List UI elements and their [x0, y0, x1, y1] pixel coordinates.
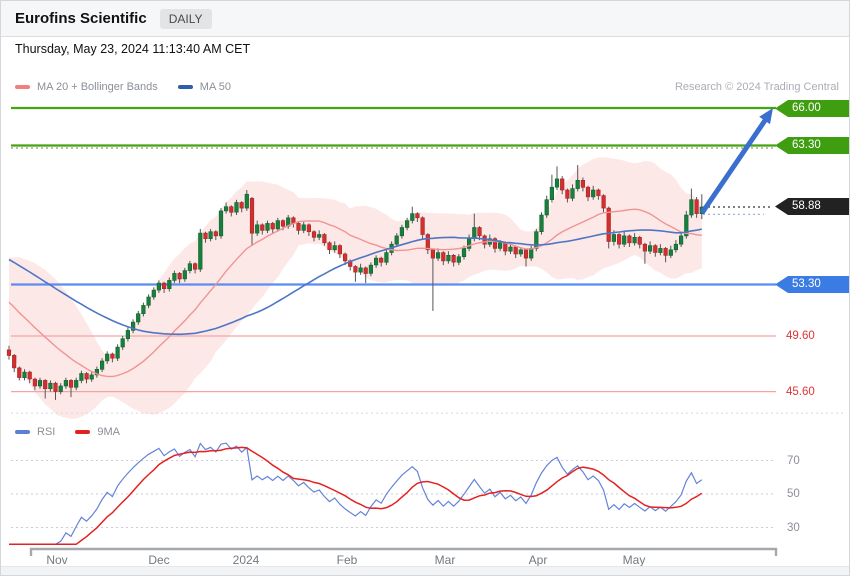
- timeframe-badge[interactable]: DAILY: [159, 8, 212, 29]
- price-tag-resistance-target: 66.00: [775, 100, 849, 117]
- legend-item: 9MA: [75, 426, 120, 438]
- header-bar: Eurofins Scientific DAILY: [1, 1, 849, 37]
- legend-label: RSI: [37, 426, 56, 438]
- legend-swatch-icon: [75, 430, 91, 434]
- legend-swatch-icon: [15, 430, 30, 434]
- rsi-legend: RSI 9MA: [15, 426, 120, 438]
- legend-label: MA 20 + Bollinger Bands: [37, 81, 158, 93]
- legend-swatch-icon: [177, 85, 193, 89]
- legend-item: MA 50: [177, 81, 231, 93]
- rsi-tick-label: 30: [787, 522, 800, 534]
- rsi-tick-label: 50: [787, 488, 800, 500]
- month-tick-label: May: [622, 553, 646, 567]
- legend-item: MA 20 + Bollinger Bands: [15, 81, 158, 93]
- price-tag-last-price: 58.88: [775, 198, 849, 215]
- month-tick-label: 2024: [232, 553, 260, 567]
- month-tick-label: Mar: [434, 553, 456, 567]
- time-range-scrollbar[interactable]: [29, 545, 779, 557]
- month-tick-label: Apr: [528, 553, 548, 567]
- legend-label: MA 50: [199, 81, 231, 93]
- month-tick-label: Nov: [46, 553, 68, 567]
- main-chart-legend: MA 20 + Bollinger Bands MA 50: [15, 81, 231, 93]
- month-tick-label: Dec: [148, 553, 170, 567]
- legend-swatch-icon: [15, 85, 30, 89]
- timestamp: Thursday, May 23, 2024 11:13:40 AM CET: [15, 42, 251, 56]
- instrument-title: Eurofins Scientific: [15, 10, 147, 27]
- legend-label: 9MA: [97, 426, 120, 438]
- bottom-strip: [1, 566, 849, 575]
- price-tag-resistance: 63.30: [775, 137, 849, 154]
- legend-item: RSI: [15, 426, 55, 438]
- price-label-support: 45.60: [786, 386, 815, 398]
- price-label-support: 49.60: [786, 330, 815, 342]
- month-tick-label: Feb: [336, 553, 358, 567]
- rsi-tick-label: 70: [787, 455, 800, 467]
- research-watermark: Research © 2024 Trading Central: [674, 81, 839, 93]
- price-tag-support: 53.30: [775, 276, 849, 293]
